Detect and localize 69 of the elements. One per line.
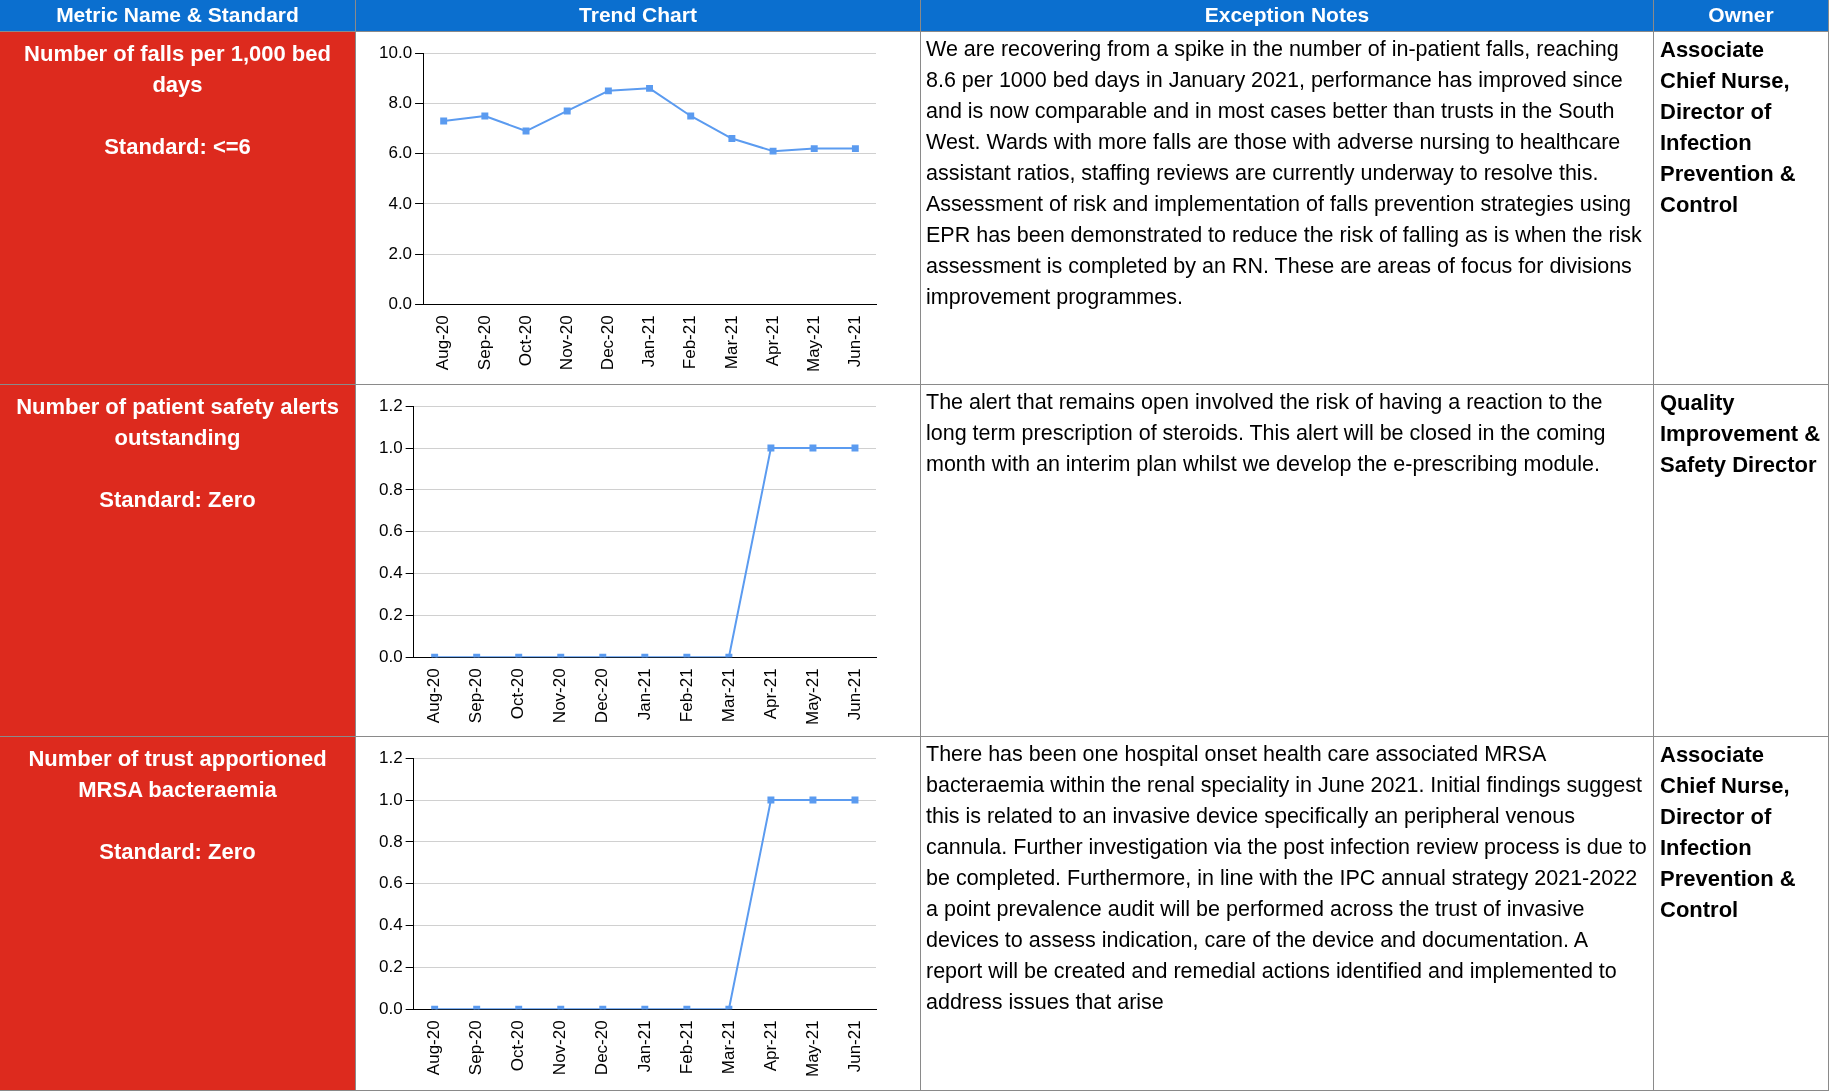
y-tick-label: 0.8 [378, 831, 403, 851]
text: Quality Improvement & Safety Director [1660, 389, 1822, 479]
x-tick-label: Feb-21 [676, 1020, 696, 1075]
text: Owner [1654, 0, 1829, 32]
text: Number of patient safety alerts outstanding [15, 393, 340, 452]
x-tick-label: Apr-21 [760, 1020, 780, 1072]
y-tick-label: 2.0 [388, 243, 413, 263]
x-tick-label: Feb-21 [676, 668, 696, 723]
x-tick-label: Jun-21 [844, 668, 864, 721]
x-tick-label: Nov-20 [550, 668, 570, 724]
text: Trend Chart [356, 0, 921, 32]
y-tick-label: 1.2 [378, 747, 403, 767]
text: Standard: Zero [98, 838, 257, 866]
x-tick-label: Jun-21 [844, 1020, 864, 1073]
x-tick-label: Sep-20 [466, 668, 486, 724]
y-tick-label: 0.6 [378, 873, 403, 893]
y-tick-label: 8.0 [388, 93, 413, 113]
text: Standard: Zero [98, 486, 257, 514]
x-tick-label: Oct-20 [508, 1020, 528, 1072]
x-tick-label: Feb-21 [680, 315, 700, 370]
x-tick-label: Dec-20 [592, 1020, 612, 1076]
y-tick-label: 0.2 [378, 605, 403, 625]
x-tick-label: Dec-20 [598, 315, 618, 371]
text: Number of falls per 1,000 bed days [23, 40, 332, 99]
x-tick-label: Aug-20 [433, 315, 453, 371]
x-tick-label: Jan-21 [639, 315, 659, 368]
y-tick-label: 4.0 [388, 193, 413, 213]
x-tick-label: Jan-21 [634, 668, 654, 721]
x-tick-label: Mar-21 [718, 668, 738, 723]
y-tick-label: 1.2 [378, 395, 403, 415]
x-tick-label: Apr-21 [762, 315, 782, 367]
text: Metric Name & Standard [0, 0, 356, 32]
text: Associate Chief Nurse, Director of Infection Prevention & Control [1660, 36, 1797, 219]
x-tick-label: Nov-20 [550, 1020, 570, 1076]
text: There has been one hospital onset health care associated MRSA bacteraemia within the renal speciality in June 2021. Initial findings suggest this is related to an invasive device specifically an peripheral venous cannula. Further investigation via the post infection review process is due to be completed. Furthermore, in line with the IPC annual strategy 2021-2022 a point prevalence audit will be performed across the trust of invasive devices to assess indication, care of the device and documentation. A report will be created and remedial actions identified and implemented to address issues that arise [926, 742, 1647, 1014]
text: Standard: <=6 [103, 133, 252, 161]
y-tick-label: 0.0 [378, 999, 403, 1018]
x-tick-label: Mar-21 [718, 1020, 738, 1075]
y-tick-label: 0.8 [378, 479, 403, 499]
y-tick-label: 10.0 [378, 42, 413, 62]
x-tick-label: Oct-20 [508, 668, 528, 720]
x-tick-label: Apr-21 [760, 668, 780, 720]
x-tick-label: Sep-20 [474, 315, 494, 371]
x-tick-label: Oct-20 [515, 315, 535, 367]
y-tick-label: 1.0 [378, 789, 403, 809]
x-tick-label: Jun-21 [845, 315, 865, 368]
y-tick-label: 1.0 [378, 437, 403, 457]
text: Exception Notes [921, 0, 1654, 32]
text: We are recovering from a spike in the number of in-patient falls, reaching 8.6 per 1000 bed days in January 2021, performance has improved since and is now comparable and in most cases better than trusts in the South West. Wards with more falls are those with adverse nursing to healthcare assistant ratios, staffing reviews are currently underway to resolve this. Assessment of risk and implementation of falls prevention strategies using EPR has been demonstrated to reduce the risk of falling as is when the risk assessment is completed by an RN. These are areas of focus for divisions improvement programmes. [926, 37, 1642, 309]
y-tick-label: 0.4 [378, 915, 403, 935]
y-tick-label: 0.6 [378, 521, 403, 541]
text: The alert that remains open involved the risk of having a reaction to the long term prescription of steroids. This alert will be closed in the coming month with an interim plan whilst we develop the e-prescribing module. [926, 389, 1607, 478]
x-tick-label: May-21 [803, 315, 823, 372]
x-tick-label: Nov-20 [556, 315, 576, 371]
x-tick-label: Aug-20 [424, 1020, 444, 1076]
x-tick-label: Aug-20 [424, 668, 444, 724]
x-tick-label: Jan-21 [634, 1020, 654, 1073]
x-tick-label: Mar-21 [721, 315, 741, 370]
y-tick-label: 0.4 [378, 563, 403, 583]
y-tick-label: 6.0 [388, 143, 413, 163]
x-tick-label: Dec-20 [592, 668, 612, 724]
y-tick-label: 0.0 [388, 294, 413, 313]
text: Associate Chief Nurse, Director of Infection Prevention & Control [1660, 741, 1797, 924]
x-tick-label: May-21 [802, 668, 822, 725]
text: Number of trust apportioned MRSA bacteraemia [27, 745, 328, 804]
x-tick-label: Sep-20 [466, 1020, 486, 1076]
y-tick-label: 0.0 [378, 647, 403, 666]
y-tick-label: 0.2 [378, 957, 403, 977]
x-tick-label: May-21 [802, 1020, 822, 1077]
